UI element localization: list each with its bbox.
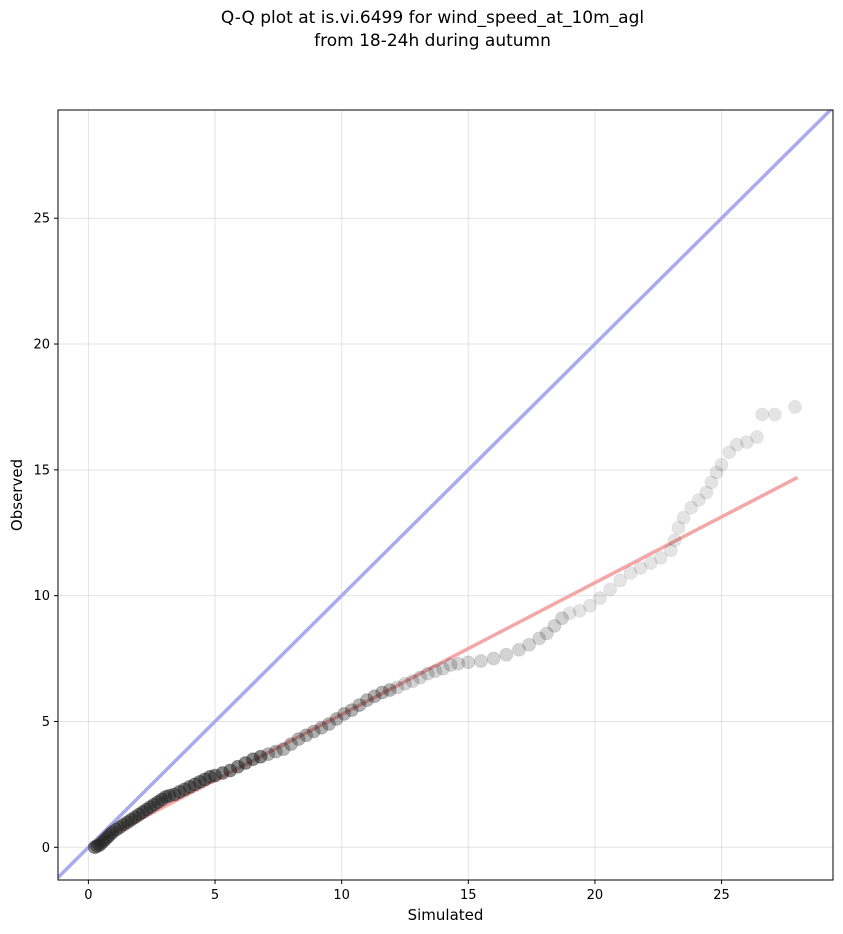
- data-point: [788, 400, 802, 414]
- data-point: [522, 637, 536, 652]
- data-point: [729, 437, 744, 452]
- x-tick-label: 25: [713, 888, 730, 903]
- data-point: [461, 655, 476, 670]
- data-point: [405, 674, 420, 689]
- data-point: [603, 582, 618, 597]
- data-point: [613, 573, 628, 588]
- x-tick-label: 10: [333, 888, 350, 903]
- data-point: [704, 475, 719, 490]
- chart-title: Q-Q plot at is.vi.6499 for wind_speed_at…: [220, 8, 645, 28]
- data-point: [722, 445, 737, 460]
- y-tick-label: 15: [33, 463, 50, 478]
- data-point: [671, 520, 686, 535]
- data-point: [643, 556, 658, 570]
- data-point: [653, 551, 668, 565]
- data-point: [691, 493, 706, 507]
- data-point: [451, 656, 466, 671]
- data-point: [750, 430, 764, 445]
- data-point: [413, 670, 428, 685]
- data-point: [572, 603, 587, 618]
- data-point: [512, 642, 526, 657]
- data-point: [714, 457, 729, 472]
- data-point: [676, 510, 691, 525]
- data-point: [539, 626, 554, 641]
- data-point: [337, 707, 352, 721]
- data-point: [474, 654, 488, 668]
- data-point: [276, 742, 291, 757]
- data-point: [390, 680, 405, 695]
- data-point: [367, 689, 382, 704]
- data-point: [436, 661, 450, 676]
- data-point: [755, 407, 769, 422]
- data-point: [398, 676, 412, 691]
- y-tick-label: 20: [33, 338, 50, 353]
- data-points: [87, 400, 802, 855]
- axis-ticks: 0 5 10 15 20 25 0 5 10 15 20 25: [33, 212, 729, 903]
- data-point: [306, 724, 321, 739]
- data-point: [699, 485, 714, 500]
- x-tick-label: 15: [460, 888, 477, 903]
- x-tick-label: 20: [587, 888, 604, 903]
- x-tick-label: 5: [211, 888, 219, 903]
- data-point: [562, 606, 577, 621]
- x-axis-label: Simulated: [408, 906, 484, 924]
- data-point: [261, 747, 276, 762]
- data-point: [739, 435, 754, 450]
- data-point: [352, 698, 367, 713]
- data-point: [555, 611, 569, 626]
- data-point: [329, 712, 344, 726]
- y-tick-label: 0: [42, 841, 50, 856]
- data-point: [291, 732, 306, 746]
- data-point: [664, 543, 678, 558]
- data-point: [633, 561, 648, 575]
- data-point: [499, 647, 514, 662]
- y-axis-label: Observed: [8, 459, 26, 531]
- y-tick-label: 25: [33, 212, 50, 227]
- reference-lines: [58, 110, 833, 879]
- x-tick-label: 0: [84, 888, 92, 903]
- data-point: [314, 720, 329, 735]
- identity-line: [58, 110, 833, 879]
- data-point: [428, 664, 443, 679]
- grid: [58, 110, 833, 880]
- data-point: [284, 737, 298, 752]
- chart-subtitle: from 18-24h during autumn: [314, 31, 551, 51]
- data-point: [623, 566, 638, 580]
- data-point: [382, 683, 397, 697]
- data-point: [593, 591, 607, 606]
- data-point: [684, 500, 699, 515]
- data-point: [299, 728, 314, 743]
- data-point: [547, 618, 562, 633]
- y-tick-label: 10: [33, 589, 50, 604]
- data-point: [253, 749, 268, 764]
- data-point: [360, 693, 374, 707]
- data-point: [709, 465, 724, 480]
- data-point: [667, 533, 682, 548]
- data-point: [532, 631, 547, 646]
- data-point: [767, 407, 782, 422]
- data-point: [420, 666, 435, 681]
- data-point: [486, 651, 501, 666]
- data-point: [375, 685, 390, 700]
- data-point: [443, 657, 458, 672]
- data-point: [582, 598, 597, 613]
- data-point: [322, 717, 336, 731]
- y-tick-label: 5: [42, 715, 50, 730]
- plot-frame: [57, 109, 834, 881]
- data-point: [344, 703, 359, 718]
- data-point: [268, 744, 283, 759]
